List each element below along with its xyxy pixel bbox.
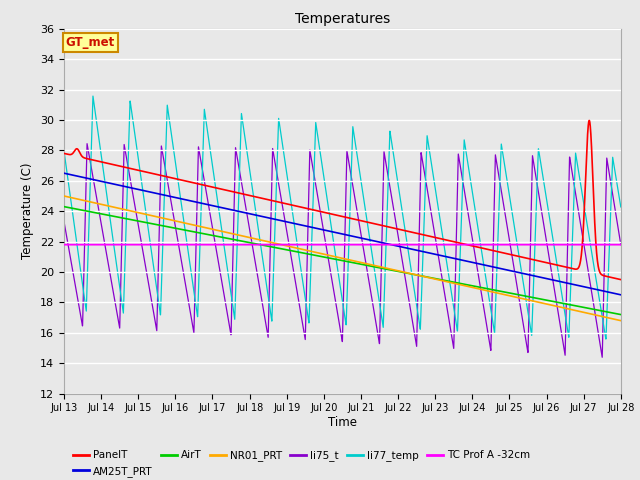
X-axis label: Time: Time — [328, 416, 357, 429]
Title: Temperatures: Temperatures — [295, 12, 390, 26]
Legend: PanelT, AM25T_PRT, AirT, NR01_PRT, li75_t, li77_temp, TC Prof A -32cm: PanelT, AM25T_PRT, AirT, NR01_PRT, li75_… — [69, 446, 534, 480]
Y-axis label: Temperature (C): Temperature (C) — [22, 163, 35, 260]
Text: GT_met: GT_met — [66, 36, 115, 49]
